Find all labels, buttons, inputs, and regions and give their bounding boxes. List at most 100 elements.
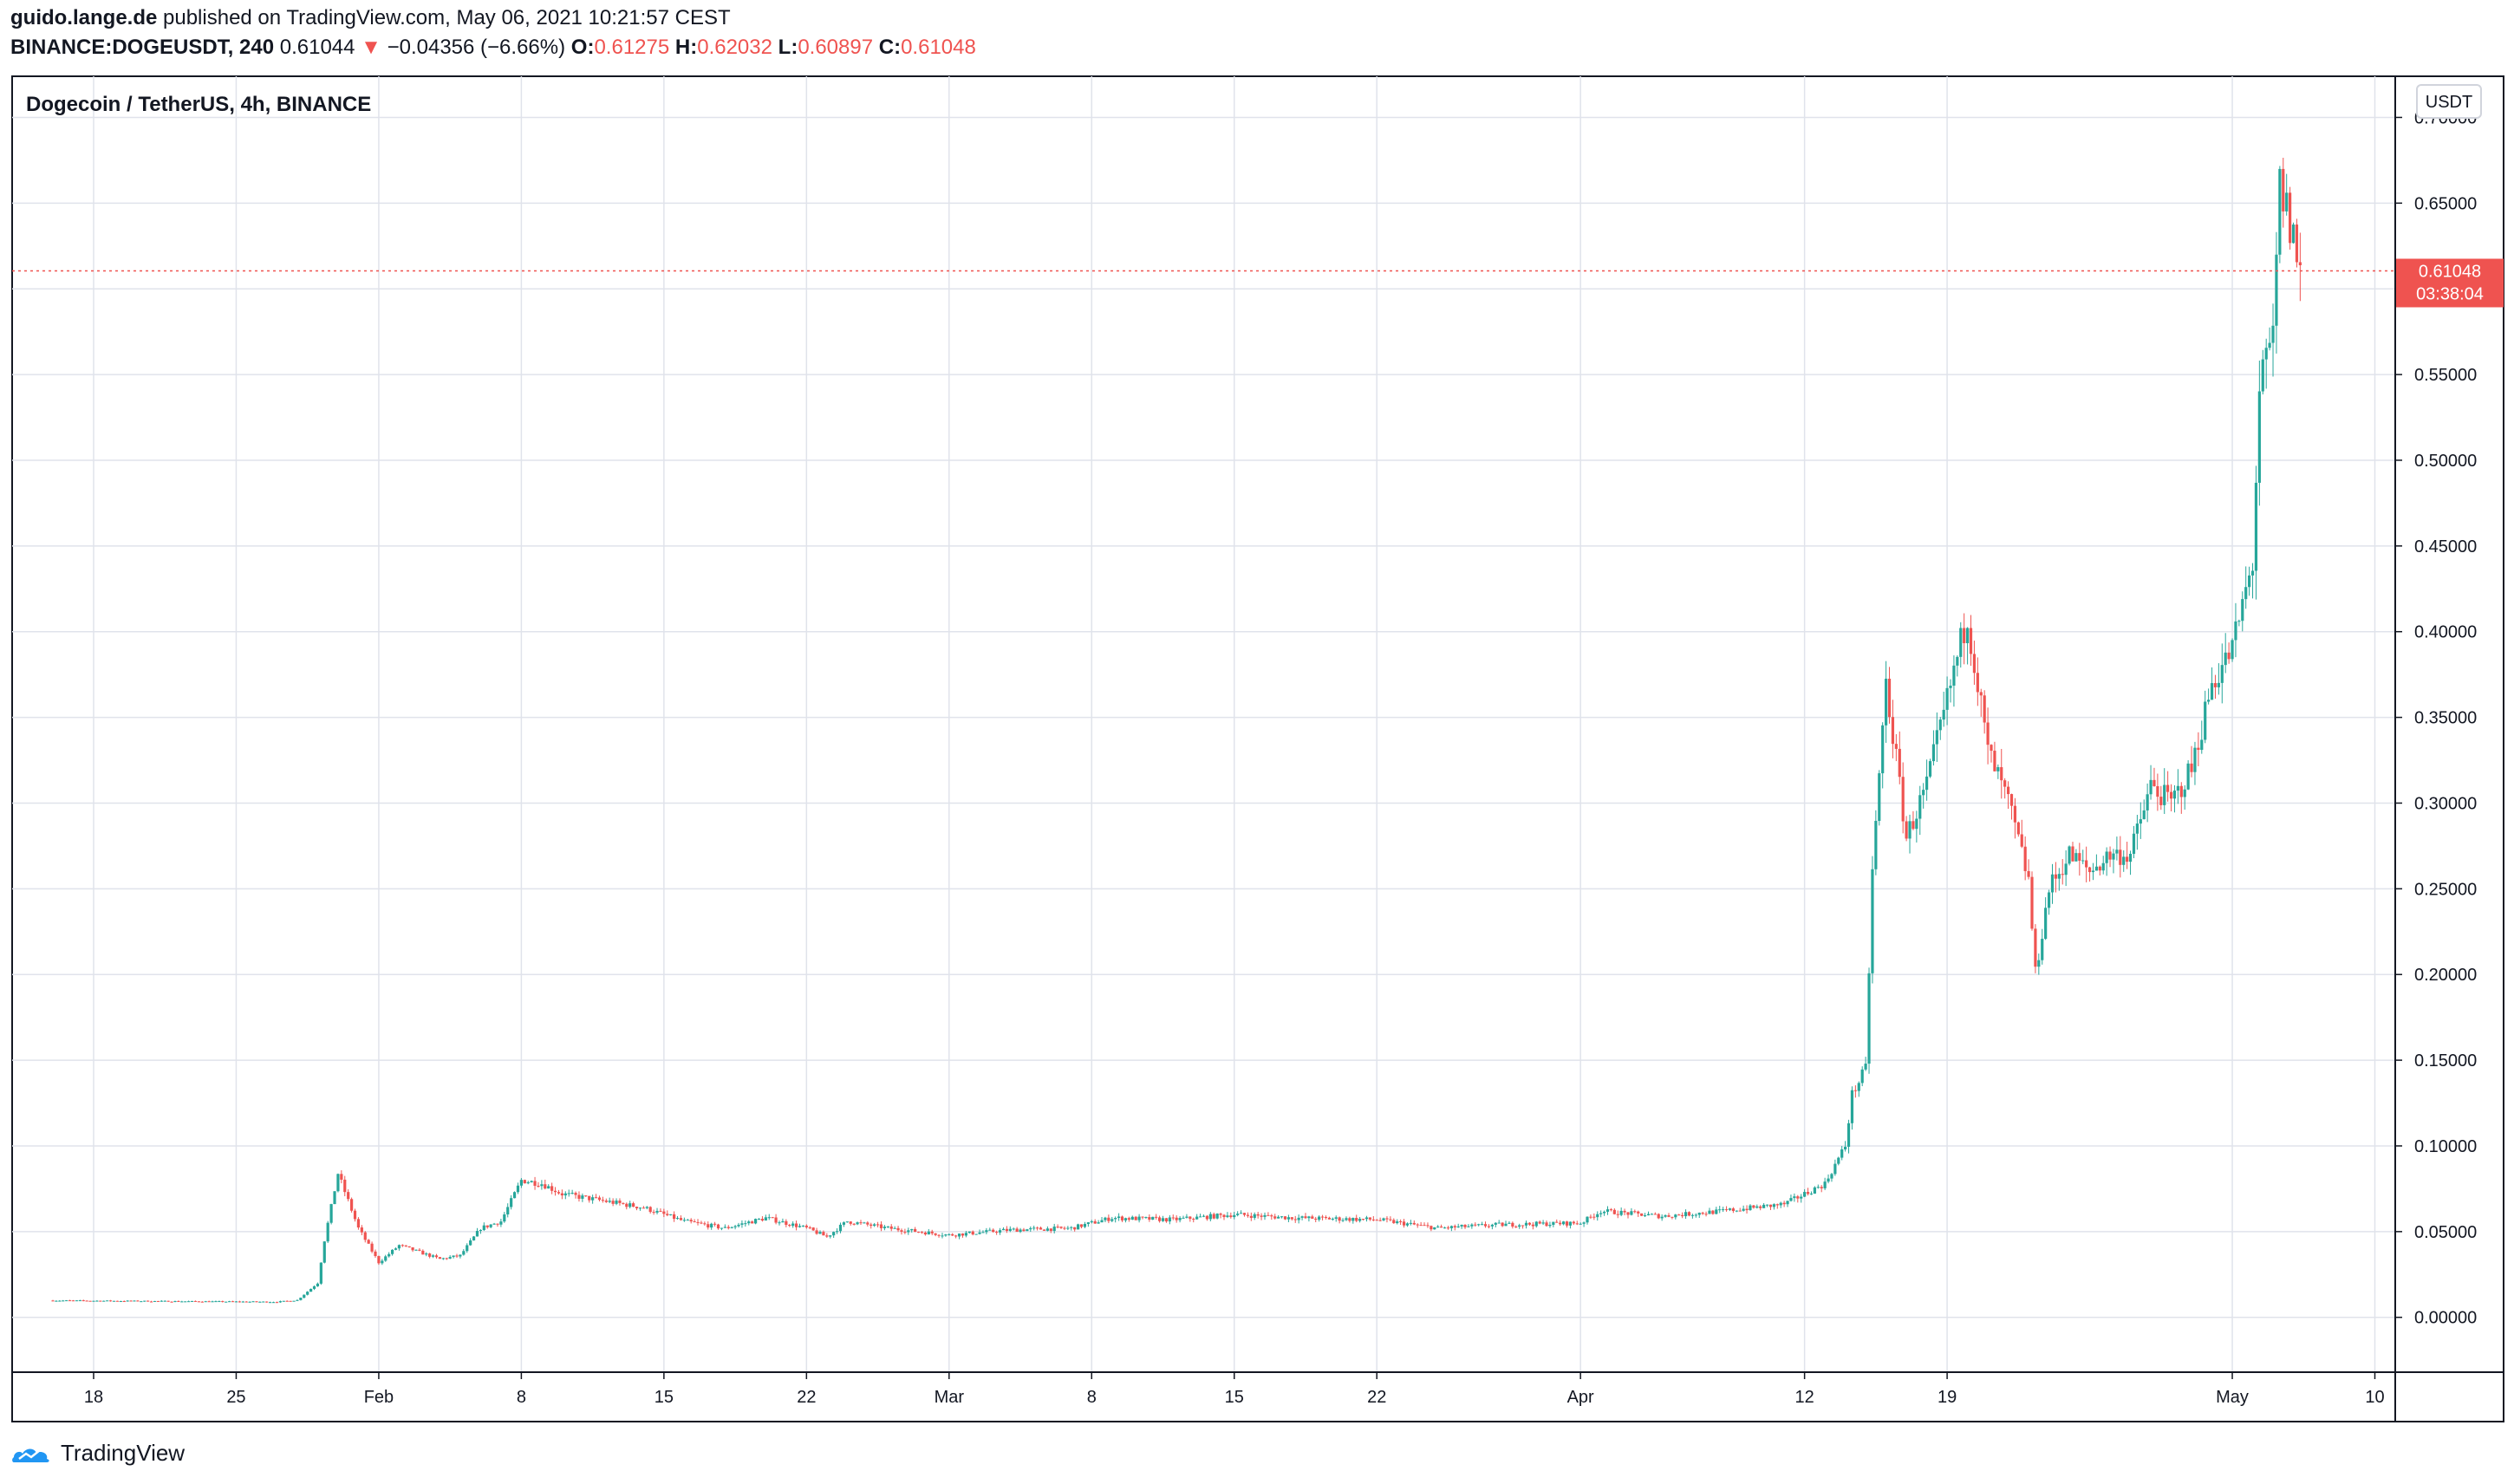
- candle-body: [2248, 575, 2251, 588]
- candle-body: [353, 1210, 357, 1220]
- candle-body: [184, 1301, 187, 1303]
- candle-body: [1531, 1224, 1534, 1227]
- candle-body: [720, 1227, 724, 1229]
- candle-body: [1996, 767, 2000, 771]
- candle-body: [241, 1301, 244, 1303]
- footer-branding[interactable]: TradingView: [10, 1435, 185, 1470]
- candle-body: [1036, 1227, 1039, 1229]
- x-tick-label: 8: [517, 1388, 526, 1407]
- candle-body: [153, 1300, 157, 1302]
- candle-body: [1867, 973, 1871, 1064]
- candle-body: [390, 1249, 394, 1254]
- candle-body: [2275, 254, 2278, 326]
- candle-body: [255, 1301, 258, 1303]
- candle-body: [2139, 819, 2142, 824]
- candle-body: [1637, 1211, 1640, 1214]
- candle-body: [2197, 747, 2200, 751]
- candle-body: [1049, 1228, 1052, 1232]
- candle-body: [499, 1221, 503, 1225]
- candle-body: [1423, 1225, 1426, 1227]
- candle-body: [519, 1180, 523, 1186]
- candle-body: [1073, 1227, 1077, 1230]
- candle-body: [438, 1257, 442, 1259]
- candle-body: [1718, 1209, 1722, 1211]
- candle-body: [1307, 1216, 1311, 1219]
- candle-body: [1290, 1217, 1293, 1220]
- candle-body: [1409, 1222, 1412, 1224]
- candle-body: [1626, 1212, 1630, 1215]
- candle-body: [2291, 225, 2296, 244]
- candle-body: [1846, 1123, 1851, 1147]
- candle-body: [550, 1186, 554, 1191]
- candle-body: [934, 1233, 937, 1235]
- candle-body: [785, 1220, 788, 1226]
- candle-body: [1430, 1226, 1433, 1230]
- candle-body: [815, 1230, 818, 1234]
- candle-body: [1935, 730, 1938, 745]
- y-tick-label: 0.55000: [2414, 366, 2477, 385]
- last-value: 0.61044: [279, 36, 355, 59]
- candle-body: [1711, 1210, 1715, 1214]
- candle-body: [1022, 1229, 1026, 1232]
- candle-body: [1731, 1208, 1735, 1212]
- candle-body: [1820, 1187, 1823, 1188]
- candle-body: [1208, 1214, 1212, 1220]
- candle-body: [384, 1256, 388, 1261]
- symbol-legend: BINANCE:DOGEUSDT, 240 0.61044 ▼ −0.04356…: [10, 35, 976, 61]
- candle-body: [329, 1204, 333, 1223]
- currency-button[interactable]: USDT: [2416, 84, 2482, 119]
- author-name[interactable]: guido.lange.de: [10, 6, 158, 29]
- candle-body: [1949, 685, 1952, 688]
- candle-body: [1426, 1225, 1430, 1227]
- candle-body: [808, 1227, 811, 1228]
- candle-body: [401, 1245, 404, 1246]
- candle-body: [764, 1217, 767, 1221]
- candle-body: [916, 1232, 921, 1233]
- candle-body: [1236, 1214, 1240, 1215]
- candle-body: [835, 1231, 839, 1233]
- candle-body: [1568, 1221, 1573, 1226]
- candle-body: [1752, 1205, 1755, 1208]
- candle-body: [1724, 1209, 1729, 1211]
- candle-body: [2289, 192, 2292, 244]
- candle-body: [760, 1219, 765, 1221]
- candle-body: [1789, 1198, 1793, 1201]
- candle-body: [1945, 687, 1949, 710]
- candle-body: [190, 1300, 194, 1302]
- candle-body: [988, 1229, 992, 1231]
- candle-body: [1765, 1204, 1769, 1206]
- candle-body: [221, 1301, 225, 1303]
- candle-body: [1592, 1216, 1596, 1218]
- y-tick-label: 0.35000: [2414, 709, 2477, 728]
- candle-body: [1212, 1214, 1215, 1219]
- candle-body: [1239, 1213, 1243, 1214]
- candle-body: [1127, 1218, 1130, 1220]
- candle-body: [2159, 797, 2163, 805]
- candle-body: [214, 1301, 218, 1303]
- x-tick-label: Mar: [935, 1388, 965, 1407]
- candle-body: [1572, 1221, 1575, 1224]
- candle-body: [2146, 794, 2149, 810]
- candle-body: [299, 1298, 303, 1300]
- time-axis[interactable]: 18 25 Feb 8 15 22 Mar 8 15 22 Apr 12 19 May 10: [84, 1372, 2385, 1407]
- y-tick-label: 0.00000: [2414, 1309, 2477, 1328]
- candle-body: [2112, 853, 2115, 860]
- candle-body: [68, 1300, 72, 1302]
- candle-body: [512, 1192, 517, 1199]
- x-tick-label: 18: [84, 1388, 103, 1407]
- y-tick-label: 0.65000: [2414, 194, 2477, 213]
- candle-body: [1416, 1224, 1419, 1226]
- candle-body: [1175, 1217, 1178, 1220]
- candle-body: [1986, 722, 1990, 745]
- candle-body: [1559, 1222, 1562, 1225]
- candle-body: [1497, 1222, 1501, 1224]
- candle-body: [1277, 1216, 1280, 1219]
- candle-body: [597, 1197, 602, 1201]
- candle-body: [336, 1174, 340, 1192]
- candle-body: [2101, 862, 2105, 871]
- candle-body: [642, 1207, 645, 1209]
- candle-body: [251, 1301, 255, 1303]
- candle-body: [1077, 1224, 1080, 1230]
- candle-body: [1681, 1214, 1684, 1217]
